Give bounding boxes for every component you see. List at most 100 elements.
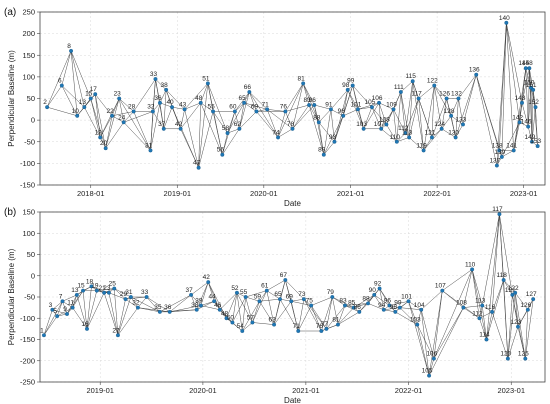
point-label: 58: [222, 125, 230, 132]
acquisition-point: [456, 96, 461, 101]
baseline-link: [513, 68, 527, 151]
point-label: 122: [508, 285, 519, 292]
acquisition-point: [523, 356, 528, 361]
baseline-link: [302, 83, 315, 106]
acquisition-point: [484, 337, 489, 342]
point-label: 116: [485, 304, 496, 311]
acquisition-point: [526, 124, 531, 129]
y-tick-label: 0: [31, 271, 35, 280]
baseline-link: [521, 68, 527, 103]
point-label: 28: [128, 103, 136, 110]
baseline-link: [130, 296, 160, 313]
baseline-link: [146, 296, 170, 313]
acquisition-point: [332, 139, 337, 144]
acquisition-point: [158, 100, 162, 105]
acquisition-point: [510, 292, 515, 297]
point-label: 141: [506, 142, 517, 149]
baseline-link: [234, 91, 250, 112]
baseline-link: [105, 115, 113, 149]
point-label: 115: [406, 73, 417, 80]
baseline-link: [418, 85, 435, 99]
baseline-link: [239, 102, 245, 129]
acquisition-point: [81, 288, 85, 293]
baseline-link: [514, 292, 529, 310]
baseline-link: [165, 89, 185, 110]
acquisition-point: [225, 131, 230, 136]
acquisition-point: [439, 126, 444, 131]
acquisition-point: [265, 107, 270, 112]
baseline-link: [357, 109, 364, 129]
acquisition-point: [533, 105, 538, 110]
baseline-link: [72, 294, 78, 308]
baseline-link: [169, 309, 197, 313]
point-label: 15: [77, 283, 85, 290]
baseline-link: [353, 303, 369, 308]
baseline-link: [82, 290, 88, 329]
baseline-link: [330, 109, 335, 142]
acquisition-point: [283, 278, 288, 282]
baseline-link: [133, 111, 151, 151]
baseline-link: [159, 102, 164, 129]
baseline-link: [393, 91, 402, 110]
baseline-link: [243, 91, 250, 103]
point-label: 99: [347, 78, 355, 85]
point-label: 43: [179, 101, 187, 108]
acquisition-point: [283, 109, 288, 114]
point-label: 35: [154, 304, 162, 311]
point-label: 75: [306, 298, 314, 305]
acquisition-point: [330, 295, 335, 299]
baseline-link: [70, 50, 91, 99]
point-label: 108: [379, 116, 390, 123]
acquisition-point: [350, 83, 355, 88]
baseline-link: [343, 109, 359, 117]
baseline-link: [496, 150, 500, 166]
point-label: 9: [63, 306, 67, 313]
baseline-link: [86, 286, 92, 329]
baseline-link: [326, 324, 339, 330]
baseline-link: [47, 106, 78, 117]
baseline-link: [91, 286, 110, 293]
acquisition-point: [278, 297, 282, 302]
baseline-link: [367, 303, 384, 310]
acquisition-point: [89, 284, 94, 289]
acquisition-point: [341, 113, 346, 118]
plot-frame: [39, 11, 546, 186]
y-tick-label: 50: [27, 94, 35, 103]
baseline-link: [308, 104, 325, 155]
point-label: 38: [161, 82, 169, 89]
point-label: 36: [164, 304, 172, 311]
baseline-link: [381, 128, 397, 142]
point-label: 19: [95, 129, 103, 136]
acquisition-point: [144, 295, 149, 299]
acquisition-point: [102, 290, 107, 295]
baseline-link: [418, 98, 433, 138]
point-label: 140: [499, 15, 510, 22]
point-label: 56: [217, 147, 225, 154]
baseline-link: [43, 309, 53, 336]
baseline-link: [226, 292, 238, 319]
baseline-link: [150, 102, 161, 151]
baseline-link: [527, 299, 534, 310]
acquisition-point: [167, 309, 172, 314]
acquisition-point: [257, 299, 262, 304]
point-label: 32: [132, 300, 140, 307]
point-label: 152: [528, 99, 539, 106]
baseline-link: [252, 322, 275, 325]
baseline-link: [180, 102, 201, 129]
baseline-link: [291, 298, 304, 302]
baseline-link: [434, 85, 447, 99]
point-label: 39: [195, 298, 203, 305]
baseline-link: [396, 132, 406, 142]
baseline-link: [291, 301, 312, 306]
baseline-link: [292, 83, 304, 129]
baseline-link: [57, 307, 73, 317]
x-tick-label: 2023-01: [510, 189, 538, 198]
baseline-link: [291, 301, 299, 332]
point-label: 59: [254, 293, 262, 300]
point-label: 67: [280, 272, 288, 279]
point-label: 22: [106, 108, 114, 115]
acquisition-point: [93, 92, 98, 97]
baseline-link: [417, 324, 435, 359]
acquisition-point: [230, 320, 235, 325]
baseline-link: [428, 290, 443, 376]
